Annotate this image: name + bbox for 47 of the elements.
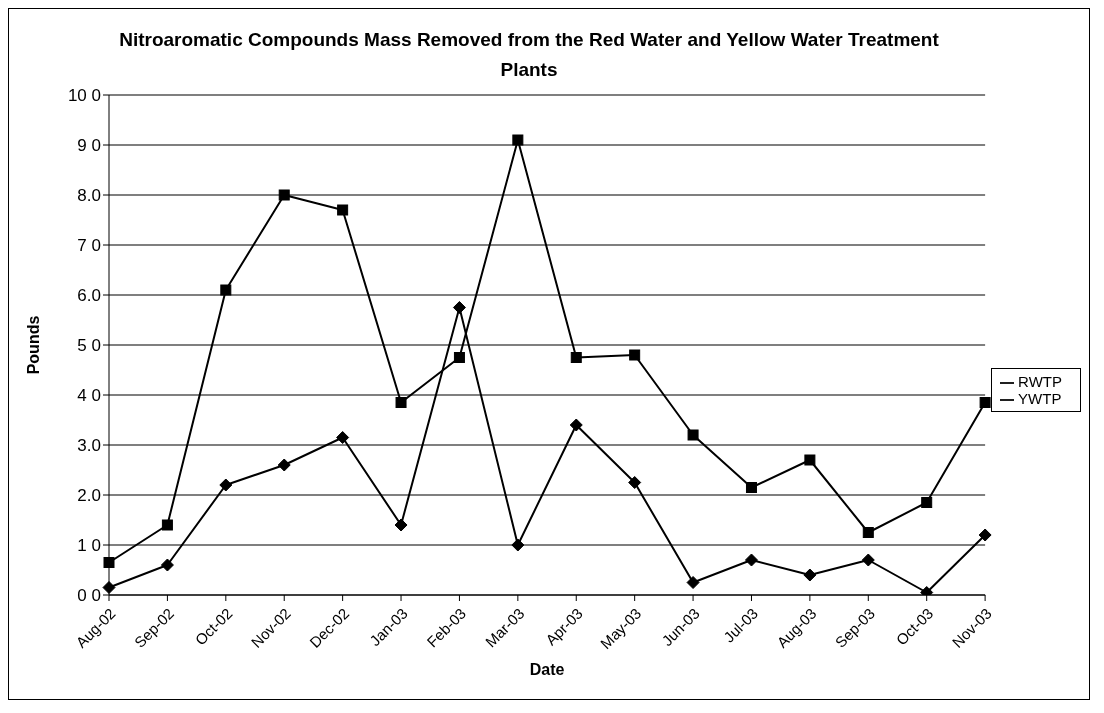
- point: [453, 352, 465, 363]
- point: [512, 134, 524, 146]
- y-tick-label: 0 0: [77, 586, 101, 606]
- point: [570, 352, 582, 363]
- legend-label: RWTP: [1018, 372, 1062, 390]
- point: [103, 557, 115, 568]
- y-tick-label: 5 0: [77, 336, 101, 356]
- point: [336, 431, 350, 444]
- y-tick-label: 3.0: [77, 436, 101, 456]
- legend-label: YWTP: [1018, 390, 1062, 407]
- point: [569, 418, 583, 432]
- y-tick-label: 6.0: [77, 286, 101, 306]
- y-tick-label: 10 0: [67, 86, 101, 106]
- point: [687, 429, 699, 441]
- y-tick-label: 7 0: [77, 236, 101, 256]
- point: [862, 527, 874, 538]
- y-tick-label: 2.0: [77, 486, 101, 506]
- point: [804, 454, 816, 466]
- point: [921, 497, 933, 508]
- point: [629, 349, 641, 361]
- point: [745, 482, 757, 493]
- point: [686, 576, 700, 589]
- point: [452, 301, 466, 314]
- y-tick-label: 1 0: [77, 536, 101, 556]
- point: [219, 478, 233, 492]
- point: [102, 581, 116, 594]
- point: [979, 397, 991, 408]
- point: [278, 189, 290, 201]
- point: [978, 528, 992, 542]
- point: [394, 518, 408, 532]
- y-tick-label: 4 0: [77, 386, 101, 406]
- point: [511, 538, 525, 552]
- y-tick-label: 8.0: [77, 186, 101, 206]
- point: [395, 397, 407, 408]
- y-tick-label: 9 0: [77, 136, 101, 156]
- point: [160, 558, 174, 572]
- point: [861, 553, 875, 567]
- x-axis-title: Date: [529, 661, 565, 678]
- point: [277, 458, 291, 472]
- point: [337, 204, 349, 216]
- y-axis-title: Pounds: [24, 315, 42, 375]
- point: [744, 553, 758, 567]
- point: [628, 476, 642, 489]
- point: [161, 519, 173, 531]
- point: [220, 284, 232, 296]
- point: [803, 568, 817, 582]
- chart-title: Nitroaromatic Compounds Mass Removed from the Red Water and Yellow Water Treatment Plants: [118, 28, 940, 82]
